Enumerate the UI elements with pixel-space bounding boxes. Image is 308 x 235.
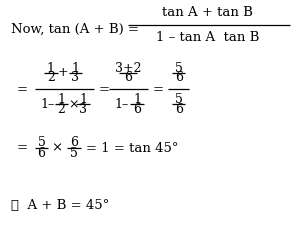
Text: 2: 2 — [47, 71, 55, 84]
Text: 6: 6 — [133, 103, 141, 116]
Text: 3: 3 — [79, 103, 87, 116]
Text: 1: 1 — [71, 62, 79, 75]
Text: ×: × — [51, 141, 63, 155]
Text: 6: 6 — [38, 147, 46, 161]
Text: 6: 6 — [175, 71, 183, 84]
Text: 1 – tan A  tan B: 1 – tan A tan B — [156, 31, 260, 44]
Text: Now, tan (A + B) =: Now, tan (A + B) = — [11, 23, 139, 36]
Text: 2: 2 — [58, 103, 66, 116]
Text: = 1 = tan 45°: = 1 = tan 45° — [86, 141, 178, 155]
Text: 6: 6 — [175, 103, 183, 116]
Text: 6: 6 — [70, 136, 78, 149]
Text: 1: 1 — [47, 62, 55, 75]
Text: 1: 1 — [133, 93, 141, 106]
Text: 1: 1 — [79, 93, 87, 106]
Text: 3: 3 — [71, 71, 79, 84]
Text: +: + — [58, 66, 68, 79]
Text: =: = — [17, 141, 28, 155]
Text: 1–: 1– — [40, 98, 54, 111]
Text: =: = — [99, 83, 110, 96]
Text: 5: 5 — [38, 136, 46, 149]
Text: 1–: 1– — [114, 98, 128, 111]
Text: 6: 6 — [124, 71, 132, 84]
Text: 5: 5 — [70, 147, 78, 161]
Text: ×: × — [68, 98, 79, 111]
Text: =: = — [17, 83, 28, 96]
Text: 5: 5 — [175, 93, 183, 106]
Text: tan A + tan B: tan A + tan B — [162, 6, 253, 20]
Text: 1: 1 — [58, 93, 66, 106]
Text: ∴  A + B = 45°: ∴ A + B = 45° — [11, 199, 109, 212]
Text: =: = — [152, 83, 164, 96]
Text: 3+2: 3+2 — [115, 62, 141, 75]
Text: 5: 5 — [175, 62, 183, 75]
